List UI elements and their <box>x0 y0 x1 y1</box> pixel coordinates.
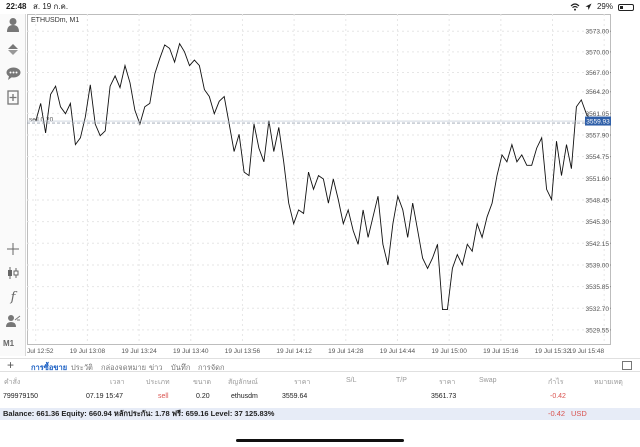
col-tp: T/P <box>396 377 407 384</box>
tab-history[interactable]: ประวัติ <box>71 363 93 372</box>
col-time: เวลา <box>110 379 125 386</box>
x-tick-label: 19 Jul 13:08 <box>70 348 106 355</box>
clock: 22:48 <box>6 2 27 11</box>
battery-percent: 29% <box>596 2 613 11</box>
col-current-price: ราคา <box>439 379 456 386</box>
wifi-icon <box>570 3 580 11</box>
profit-currency: USD <box>571 409 587 418</box>
status-icons: 29% <box>570 0 634 14</box>
x-tick-label: 19 Jul 15:16 <box>483 348 519 355</box>
timeframe-button[interactable]: M1 <box>3 339 15 348</box>
trade-icon[interactable] <box>4 40 22 58</box>
col-size: ขนาด <box>193 379 212 386</box>
chart-symbol-title: ETHUSDm, M1 <box>31 17 80 24</box>
balance-bar: Balance: 661.36 Equity: 660.94 หลักประกั… <box>0 408 640 420</box>
x-tick-label: 19 Jul 13:40 <box>173 348 209 355</box>
status-bar: 22:48 ส. 19 ก.ค. 29% <box>0 0 640 14</box>
col-swap: Swap <box>479 377 497 384</box>
col-symbol: สัญลักษณ์ <box>228 379 258 386</box>
account-icon[interactable] <box>4 16 22 34</box>
col-price: ราคา <box>294 379 311 386</box>
tab-news[interactable]: ข่าว <box>149 363 163 372</box>
indicators-icon[interactable]: f <box>10 289 16 305</box>
chart-frame <box>27 14 611 345</box>
y-tick-label: 3561.05 <box>586 111 610 118</box>
col-order: คำสั่ง <box>4 379 21 386</box>
panel-toggle-icon[interactable] <box>622 361 632 370</box>
y-tick-label: 3548.45 <box>586 197 610 204</box>
home-indicator <box>236 439 404 442</box>
y-tick-label: 3570.00 <box>586 49 610 56</box>
table-header: คำสั่ง เวลา ประเภท ขนาด สัญลักษณ์ ราคา S… <box>0 377 640 387</box>
tab-mailbox[interactable]: กล่องจดหมาย <box>101 363 147 372</box>
x-tick-label: 19 Jul 13:56 <box>225 348 261 355</box>
x-tick-label: 19 Jul 14:44 <box>380 348 416 355</box>
order-level-label: sell 0.20 <box>29 117 54 124</box>
y-tick-label: 3557.90 <box>586 133 610 140</box>
location-icon <box>585 3 592 10</box>
x-tick-label: 19 Jul 15:48 <box>569 348 605 355</box>
crosshair-icon[interactable] <box>4 240 22 258</box>
candlestick-icon[interactable] <box>4 264 22 282</box>
tab-trade[interactable]: การซื้อขาย <box>31 363 68 372</box>
col-profit: กำไร <box>548 379 564 386</box>
order-type: sell <box>158 393 169 400</box>
objects-icon[interactable] <box>4 312 22 330</box>
y-tick-label: 3539.00 <box>586 262 610 269</box>
y-tick-label: 3529.55 <box>586 327 610 334</box>
total-profit: -0.42 <box>548 409 566 418</box>
battery-icon <box>618 3 634 11</box>
y-tick-label: 3551.60 <box>586 176 610 183</box>
y-tick-label: 3532.70 <box>586 306 610 313</box>
col-sl: S/L <box>346 377 357 384</box>
x-tick-label: 19 Jul 14:12 <box>276 348 312 355</box>
order-id: 799979150 <box>3 393 39 400</box>
chat-icon[interactable] <box>4 64 22 82</box>
order-symbol: ethusdm <box>231 393 258 400</box>
x-tick-label: 19 Jul 14:28 <box>328 348 364 355</box>
x-tick-label: 19 Jul 13:24 <box>121 348 157 355</box>
price-series-line <box>35 42 592 311</box>
order-profit: -0.42 <box>550 393 566 400</box>
tab-journal[interactable]: บันทึก <box>171 363 191 372</box>
add-icon[interactable]: + <box>7 358 15 372</box>
col-type: ประเภท <box>146 379 170 386</box>
y-tick-label: 3567.00 <box>586 70 610 77</box>
y-tick-label: 3542.15 <box>586 241 610 248</box>
date: ส. 19 ก.ค. <box>33 2 69 11</box>
toolbox-panel: + การซื้อขาย ประวัติ กล่องจดหมาย ข่าว บั… <box>0 358 640 447</box>
x-tick-label: 19 Jul 15:32 <box>535 348 571 355</box>
toolbox-tabs: + การซื้อขาย ประวัติ กล่องจดหมาย ข่าว บั… <box>0 358 640 372</box>
y-tick-label: 3545.30 <box>586 219 610 226</box>
order-time: 07.19 15:47 <box>86 393 123 400</box>
current-price-label: 3559.93 <box>586 119 610 126</box>
y-tick-label: 3554.75 <box>586 154 610 161</box>
left-toolbar: f M1 <box>0 14 26 356</box>
y-tick-label: 3535.85 <box>586 284 610 291</box>
current-price-tag <box>585 116 611 126</box>
new-document-icon[interactable] <box>4 88 22 106</box>
order-current-price: 3561.73 <box>431 393 457 400</box>
balance-summary: Balance: 661.36 Equity: 660.94 หลักประกั… <box>3 409 275 418</box>
order-open-price: 3559.64 <box>282 393 308 400</box>
price-chart[interactable]: sell 0.20 3559.93 3573.00 3570.00 3567.00 35… <box>27 14 611 358</box>
y-tick-label: 3564.20 <box>586 89 610 96</box>
x-tick-label: 19 Jul 12:52 <box>27 348 54 355</box>
tab-settings[interactable]: การจัดก <box>198 363 225 372</box>
x-tick-label: 19 Jul 15:00 <box>431 348 467 355</box>
chart-canvas[interactable]: sell 0.20 3559.93 3573.00 3570.00 3567.00 35… <box>27 14 611 358</box>
table-row[interactable]: 799979150 07.19 15:47 sell 0.20 ethusdm … <box>0 393 640 403</box>
col-comment: หมายเหตุ <box>594 379 623 386</box>
y-tick-label: 3573.00 <box>586 29 610 36</box>
order-size: 0.20 <box>196 393 210 400</box>
